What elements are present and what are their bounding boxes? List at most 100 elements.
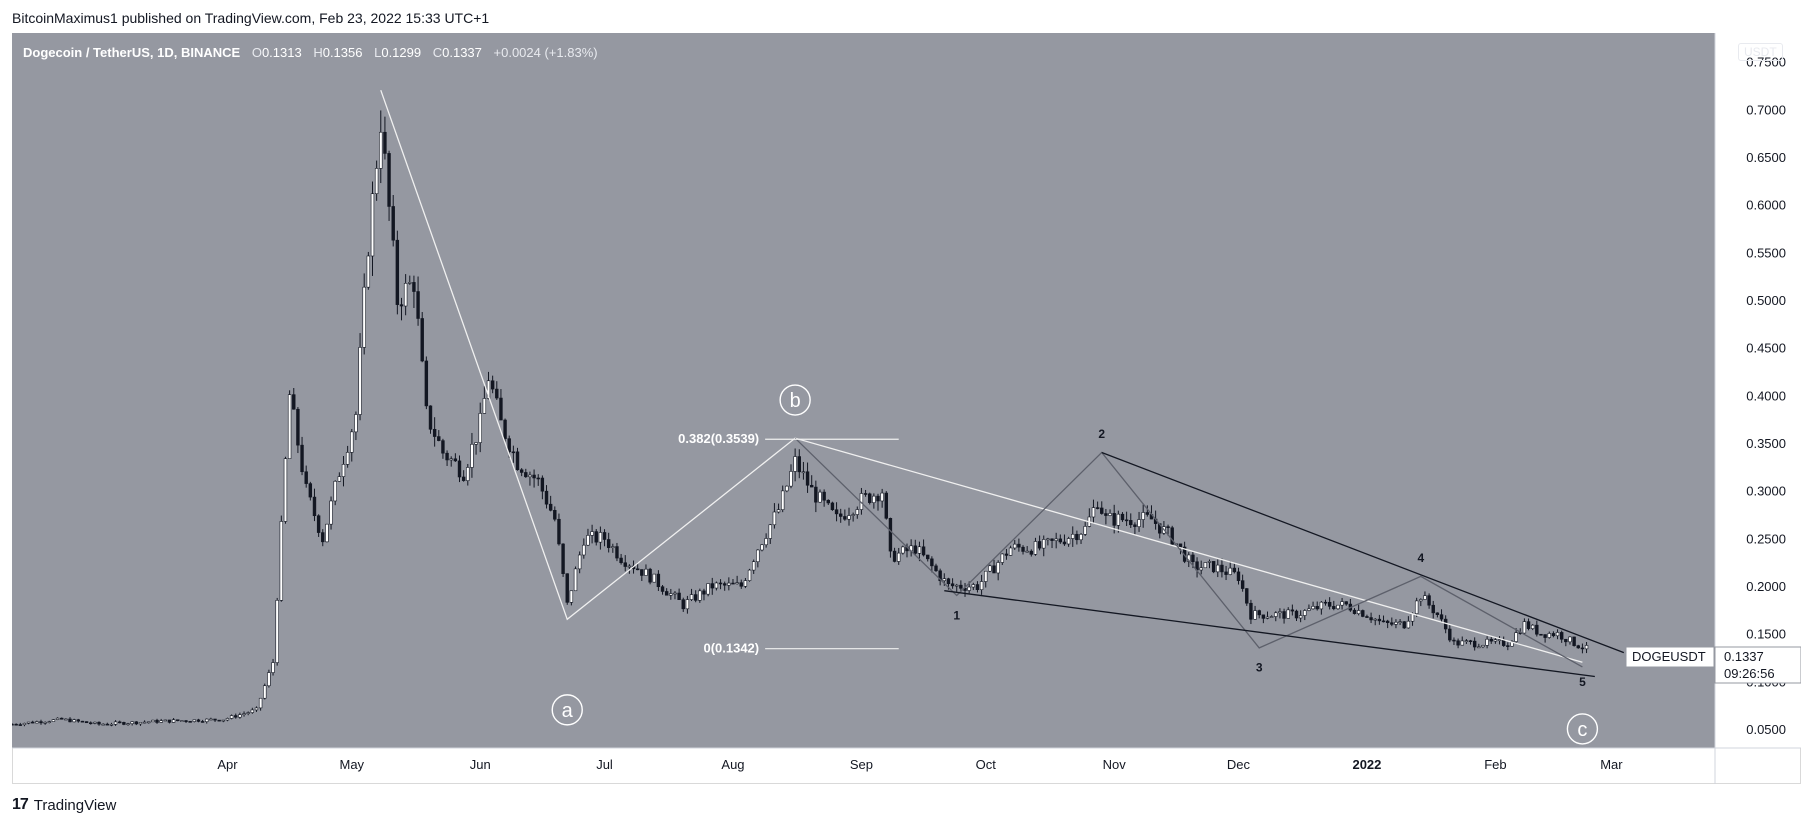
candle-body: [793, 456, 797, 472]
candle-body: [664, 591, 669, 596]
candle-body: [312, 496, 317, 517]
candle-body: [959, 584, 963, 589]
candle-body: [325, 523, 329, 543]
candle-body: [702, 590, 706, 595]
candle-body: [275, 600, 279, 663]
candle-body: [424, 360, 429, 407]
candle-body: [1249, 602, 1253, 620]
candle-body: [814, 486, 818, 503]
candle-body: [950, 583, 955, 587]
candle-body: [1336, 604, 1340, 610]
legend-change-value: +0.0024 (+1.83%): [493, 45, 598, 60]
candle-body: [1029, 550, 1034, 555]
candle-body: [254, 707, 259, 711]
candle-body: [391, 206, 395, 241]
candle-body: [200, 721, 205, 723]
candle-body: [839, 513, 843, 517]
y-tick-label: 0.7500: [1746, 55, 1786, 70]
candle-body: [1042, 539, 1046, 549]
candle-body: [930, 558, 934, 567]
candle-body: [615, 546, 619, 559]
candle-body: [1236, 571, 1241, 581]
candle-body: [540, 477, 545, 492]
candle-body: [1477, 646, 1481, 649]
tradingview-brand-name: TradingView: [33, 796, 117, 814]
candle-body: [660, 586, 665, 592]
candle-body: [470, 444, 474, 468]
x-tick-label: Jun: [470, 757, 491, 772]
candle-body: [122, 722, 126, 725]
candle-body: [971, 584, 976, 588]
y-tick-label: 0.2000: [1746, 579, 1786, 594]
x-tick-label: May: [339, 757, 364, 772]
wave-circle-icon: [551, 694, 583, 726]
candle-body: [888, 517, 893, 552]
candle-body: [718, 582, 723, 585]
time-scale[interactable]: Apr May Jun Jul Aug Sep Oct Nov Dec 2022 Feb Mar: [217, 757, 1623, 772]
candle-body: [304, 471, 308, 484]
candle-body: [635, 568, 640, 571]
candle-body: [22, 722, 27, 726]
legend-open-label: O: [251, 45, 262, 60]
candle-body: [1530, 624, 1535, 629]
candle-body: [1224, 571, 1228, 575]
candle-body: [714, 582, 719, 589]
candle-body: [329, 500, 333, 525]
candle-body: [967, 586, 971, 591]
candle-body: [246, 712, 250, 714]
legend-high-value: 0.1356: [322, 45, 363, 60]
candle-body: [735, 582, 739, 585]
candle-body: [1323, 601, 1328, 604]
candle-body: [764, 538, 768, 546]
candle-body: [163, 719, 168, 722]
candle-body: [1083, 526, 1087, 535]
candle-body: [1286, 609, 1290, 619]
y-tick-label: 0.1500: [1746, 627, 1786, 642]
candle-body: [35, 721, 39, 724]
currency-button[interactable]: USDT: [1738, 43, 1783, 61]
candle-body: [1497, 639, 1502, 641]
candle-body: [151, 719, 155, 723]
candle-body: [482, 398, 487, 414]
candle-body: [598, 532, 603, 543]
candle-body: [669, 593, 673, 596]
price-tag: DOGEUSDT 0.1337 09:26:56: [1625, 646, 1801, 684]
candle-body: [1211, 561, 1216, 573]
candle-body: [569, 590, 574, 603]
legend-close-label: C: [432, 45, 443, 60]
candle-body: [1332, 606, 1336, 610]
candle-body: [1315, 606, 1319, 610]
tradingview-logo-icon: 17: [12, 796, 29, 813]
candle-body: [1037, 541, 1042, 549]
candle-body: [474, 442, 478, 445]
candle-body: [1373, 618, 1377, 621]
price-tag-value-box: [1714, 646, 1801, 684]
candle-body: [1066, 538, 1071, 545]
candle-body: [975, 584, 980, 590]
candle-body: [1394, 621, 1398, 625]
candle-body: [590, 531, 594, 536]
candle-body: [519, 469, 524, 473]
candle-body: [84, 721, 89, 724]
candle-body: [1340, 601, 1344, 606]
candle-body: [1472, 640, 1477, 648]
annotations-group: 0.382(0.3539) 0(0.1342) a b c 1 2 3 4 5: [380, 89, 1625, 745]
candle-body: [432, 428, 437, 437]
candle-body: [1460, 640, 1464, 646]
legend-symbol[interactable]: Dogecoin / TetherUS, 1D, BINANCE: [23, 45, 241, 60]
candle-body: [171, 719, 176, 723]
y-tick-label: 0.6000: [1746, 198, 1786, 213]
candle-body: [1265, 616, 1270, 619]
symbol-legend: Dogecoin / TetherUS, 1D, BINANCE O0.1313…: [23, 45, 598, 60]
candle-body: [55, 717, 60, 720]
candle-body: [1410, 613, 1415, 622]
candle-body: [1555, 632, 1560, 637]
candle-body: [988, 565, 992, 572]
candle-body: [142, 721, 147, 724]
candle-body: [1257, 610, 1261, 616]
price-scale[interactable]: 0.7500 0.7000 0.6500 0.6000 0.5500 0.5000 0.45…: [1746, 55, 1786, 737]
candle-body: [209, 718, 213, 721]
candle-body: [1468, 640, 1473, 643]
candle-body: [553, 510, 557, 520]
